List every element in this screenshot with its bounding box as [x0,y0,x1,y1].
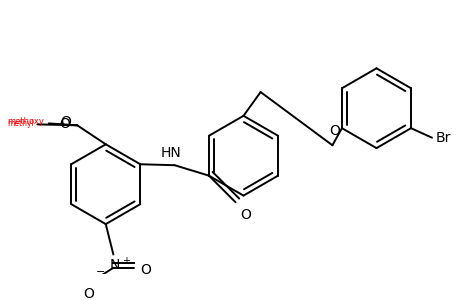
Text: −: − [95,267,105,277]
Text: N: N [109,258,119,272]
Text: Br: Br [435,131,450,145]
Text: O: O [61,116,72,130]
Text: methoxy: methoxy [7,117,44,126]
Text: O: O [83,287,94,300]
Text: O: O [328,124,339,138]
Text: methyl: methyl [7,119,34,128]
Text: O: O [140,263,151,277]
Text: O: O [60,117,71,131]
Text: O: O [240,208,251,222]
Text: +: + [122,256,129,266]
Text: HN: HN [160,146,181,160]
